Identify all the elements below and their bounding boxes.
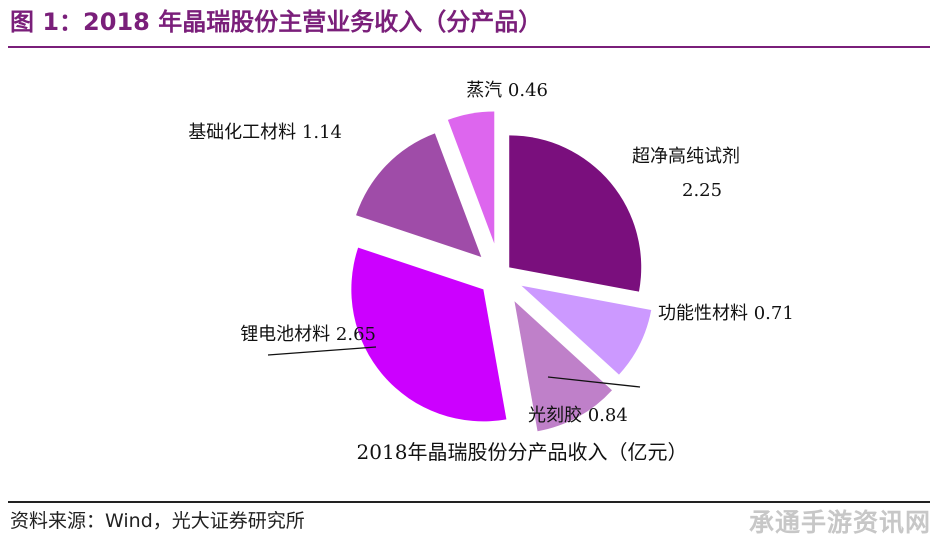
- slice-label: 锂电池材料 2.65: [240, 324, 376, 345]
- pie-slice: [509, 135, 642, 292]
- pie-slice: [356, 133, 482, 257]
- figure-title: 图 1：2018 年晶瑞股份主营业务收入（分产品）: [10, 8, 543, 36]
- leader-line: [547, 376, 641, 388]
- source-note: 资料来源：Wind，光大证券研究所: [10, 510, 305, 532]
- title-rule: [8, 46, 930, 48]
- chart-xlabel: 2018年晶瑞股份分产品收入（亿元）: [357, 440, 688, 464]
- leader-line: [267, 346, 377, 356]
- source-rule: [8, 501, 930, 503]
- pie-slice: [351, 247, 507, 422]
- pie-chart-svg: 超净高纯试剂 2.25 功能性材料 0.71 光刻胶 0.84 锂电池材料 2.65 基础…: [188, 80, 794, 464]
- slice-label: 光刻胶 0.84: [528, 405, 628, 426]
- slice-label: 蒸汽 0.46: [466, 80, 548, 101]
- pie-chart: 超净高纯试剂 2.25 功能性材料 0.71 光刻胶 0.84 锂电池材料 2.65 基础…: [0, 50, 939, 500]
- slice-label: 功能性材料 0.71: [658, 303, 794, 324]
- pie-slice: [447, 111, 495, 244]
- pie-slice: [521, 285, 652, 375]
- watermark: 承通手游资讯网: [748, 508, 931, 537]
- slice-label: 超净高纯试剂: [632, 146, 740, 167]
- slice-value-label: 2.25: [682, 180, 722, 201]
- slice-label: 基础化工材料 1.14: [188, 122, 342, 143]
- pie-slice: [514, 301, 612, 432]
